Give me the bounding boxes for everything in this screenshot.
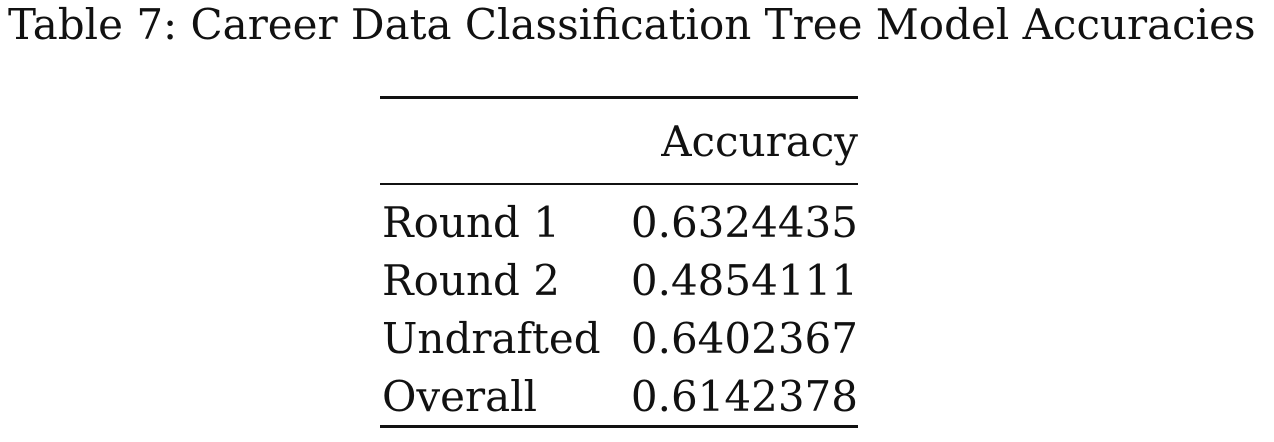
row-value: 0.6142378 <box>630 371 858 421</box>
row-value: 0.6324435 <box>630 197 858 247</box>
table-row: Round 1 0.6324435 <box>380 185 858 251</box>
row-label: Round 2 <box>382 255 560 305</box>
header-accuracy: Accuracy <box>661 116 858 166</box>
table-body: Accuracy <box>380 99 858 183</box>
table-row: Overall 0.6142378 <box>380 367 858 425</box>
table-row: Undrafted 0.6402367 <box>380 309 858 367</box>
row-value: 0.4854111 <box>630 255 858 305</box>
row-label: Round 1 <box>382 197 560 247</box>
table-caption: Table 7: Career Data Classification Tree… <box>8 0 1256 49</box>
bottom-rule <box>380 425 858 428</box>
row-value: 0.6402367 <box>630 313 858 363</box>
header-row: Accuracy <box>380 99 858 183</box>
top-rule <box>380 96 858 99</box>
table-row: Round 2 0.4854111 <box>380 251 858 309</box>
table-data: Round 1 0.6324435 Round 2 0.4854111 Undr… <box>380 185 858 425</box>
mid-rule <box>380 183 858 185</box>
row-label: Overall <box>382 371 537 421</box>
row-label: Undrafted <box>382 313 601 363</box>
accuracy-table: Accuracy Round 1 0.6324435 Round 2 0.485… <box>380 96 858 428</box>
